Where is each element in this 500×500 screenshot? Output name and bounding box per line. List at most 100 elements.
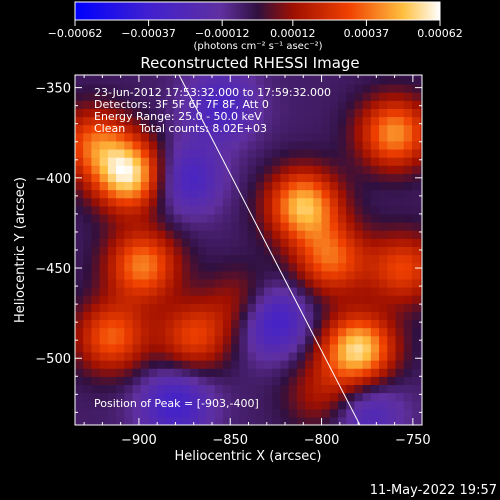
- heatmap-cell: [99, 270, 109, 280]
- heatmap-cell: [181, 327, 191, 337]
- heatmap-cell: [124, 213, 134, 223]
- heatmap-cell: [148, 246, 158, 256]
- heatmap-cell: [190, 197, 199, 207]
- heatmap-cell: [157, 100, 166, 109]
- heatmap-cell: [362, 278, 372, 288]
- heatmap-cell: [288, 278, 298, 288]
- heatmap-cell: [181, 197, 191, 207]
- heatmap-cell: [116, 124, 125, 134]
- heatmap-cell: [198, 197, 208, 207]
- heatmap-cell: [280, 254, 290, 264]
- heatmap-cell: [395, 173, 405, 183]
- heatmap-cell: [99, 205, 109, 215]
- heatmap-cell: [116, 189, 125, 199]
- heatmap-cell: [362, 343, 372, 353]
- heatmap-cell: [190, 230, 199, 239]
- heatmap-cell: [329, 222, 339, 231]
- heatmap-cell: [313, 335, 323, 345]
- heatmap-cell: [132, 116, 142, 126]
- heatmap-cell: [247, 416, 257, 425]
- heatmap-cell: [190, 343, 199, 353]
- heatmap-cell: [165, 262, 175, 272]
- heatmap-cell: [387, 376, 397, 386]
- heatmap-cell: [288, 246, 298, 256]
- heatmap-cell: [124, 100, 134, 109]
- heatmap-cell: [337, 303, 347, 312]
- heatmap-cell: [124, 108, 134, 118]
- heatmap-cell: [403, 205, 413, 215]
- heatmap-cell: [124, 246, 134, 256]
- heatmap-cell: [337, 84, 347, 93]
- heatmap-cell: [165, 230, 175, 239]
- heatmap-cell: [116, 213, 125, 223]
- heatmap-cell: [239, 408, 249, 418]
- heatmap-cell: [337, 165, 347, 174]
- heatmap-cell: [403, 173, 413, 183]
- heatmap-cell: [337, 295, 347, 304]
- heatmap-cell: [264, 189, 273, 199]
- heatmap-cell: [214, 360, 224, 369]
- heatmap-cell: [91, 384, 101, 394]
- heatmap-cell: [387, 173, 397, 183]
- heatmap-cell: [329, 303, 339, 312]
- heatmap-cell: [247, 213, 257, 223]
- heatmap-cell: [173, 205, 183, 215]
- heatmap-cell: [346, 75, 356, 77]
- heatmap-cell: [231, 213, 240, 223]
- heatmap-cell: [190, 384, 199, 394]
- heatmap-cell: [264, 75, 273, 77]
- heatmap-cell: [280, 189, 290, 199]
- heatmap-cell: [99, 222, 109, 231]
- heatmap-cell: [75, 84, 84, 93]
- heatmap-cell: [239, 197, 249, 207]
- heatmap-cell: [387, 254, 397, 264]
- heatmap-cell: [329, 376, 339, 386]
- heatmap-cell: [288, 205, 298, 215]
- heatmap-cell: [403, 295, 413, 304]
- heatmap-cell: [280, 116, 290, 126]
- heatmap-cell: [91, 343, 101, 353]
- heatmap-cell: [387, 238, 397, 247]
- heatmap-cell: [198, 295, 208, 304]
- heatmap-cell: [321, 205, 331, 215]
- heatmap-cell: [370, 254, 380, 264]
- heatmap-cell: [231, 100, 240, 109]
- heatmap-cell: [370, 75, 380, 85]
- heatmap-cell: [354, 173, 364, 183]
- heatmap-cell: [157, 295, 166, 304]
- heatmap-cell: [321, 392, 331, 402]
- heatmap-cell: [387, 213, 397, 223]
- heatmap-cell: [181, 92, 191, 101]
- heatmap-cell: [321, 75, 331, 77]
- heatmap-cell: [140, 148, 150, 158]
- heatmap-cell: [148, 343, 158, 353]
- heatmap-cell: [132, 92, 142, 101]
- heatmap-cell: [255, 335, 265, 345]
- heatmap-cell: [395, 335, 405, 345]
- heatmap-cell: [132, 319, 142, 329]
- heatmap-cell: [107, 384, 117, 394]
- heatmap-cell: [313, 116, 323, 126]
- heatmap-cell: [379, 254, 388, 264]
- heatmap-cell: [272, 400, 282, 410]
- heatmap-cell: [181, 278, 191, 288]
- heatmap-cell: [354, 222, 364, 231]
- heatmap-cell: [173, 108, 183, 118]
- heatmap-cell: [116, 360, 125, 369]
- heatmap-cell: [329, 351, 339, 361]
- heatmap-cell: [231, 286, 240, 296]
- heatmap-cell: [222, 84, 232, 93]
- heatmap-cell: [140, 295, 150, 304]
- heatmap-cell: [370, 140, 380, 150]
- heatmap-cell: [116, 116, 125, 126]
- heatmap-cell: [288, 408, 298, 418]
- heatmap-cell: [140, 205, 150, 215]
- heatmap-cell: [370, 416, 380, 425]
- heatmap-cell: [288, 270, 298, 280]
- heatmap-cell: [403, 181, 413, 191]
- heatmap-cell: [305, 165, 314, 174]
- heatmap-cell: [231, 124, 240, 134]
- heatmap-cell: [116, 295, 125, 304]
- heatmap-cell: [140, 222, 150, 231]
- heatmap-cell: [362, 213, 372, 223]
